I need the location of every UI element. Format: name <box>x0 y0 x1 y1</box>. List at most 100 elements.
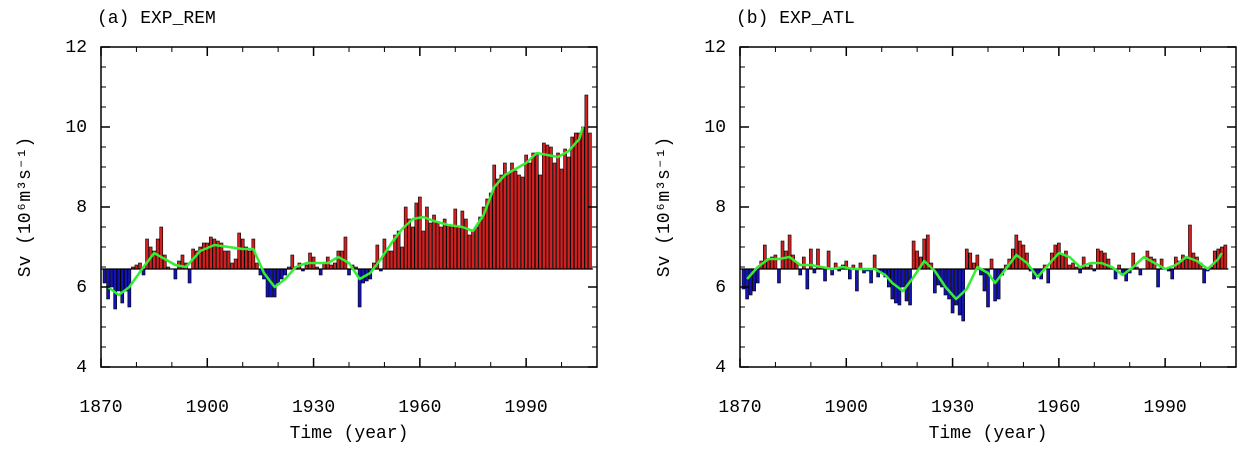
bar <box>964 248 969 270</box>
chart-title: (a) EXP_REM <box>97 9 216 29</box>
x-axis-label: Time (year) <box>929 424 1048 444</box>
bar <box>1170 268 1175 280</box>
bar <box>556 152 560 270</box>
bar <box>780 240 785 270</box>
bar <box>972 262 976 270</box>
bar <box>510 162 514 270</box>
y-tick-label: 4 <box>76 358 87 378</box>
bar <box>826 250 831 270</box>
bar <box>403 206 408 270</box>
bar <box>230 262 234 270</box>
bar <box>517 174 521 270</box>
bar <box>499 174 504 270</box>
x-tick-label: 1930 <box>931 398 974 418</box>
bar <box>755 268 760 284</box>
bar <box>1202 268 1206 284</box>
bar <box>1096 248 1100 270</box>
bar <box>950 268 955 314</box>
bar <box>244 246 249 270</box>
x-tick-label: 1990 <box>505 398 548 418</box>
bar <box>848 268 852 280</box>
bar <box>1138 268 1143 276</box>
bar <box>425 206 429 270</box>
bar <box>255 262 259 270</box>
bar <box>449 224 454 270</box>
bar <box>538 174 543 270</box>
bar <box>446 224 451 270</box>
bar <box>1099 250 1104 270</box>
bar <box>993 268 997 302</box>
bar <box>460 210 465 270</box>
bar <box>805 268 810 290</box>
bar <box>527 162 532 270</box>
y-tick-label: 4 <box>715 358 726 378</box>
bar <box>467 234 472 270</box>
bar <box>159 226 164 270</box>
bar <box>745 268 749 300</box>
bar <box>495 178 500 270</box>
x-tick-label: 1990 <box>1144 398 1187 418</box>
bar <box>1103 252 1107 270</box>
y-axis-label: Sv (10⁶m³s⁻¹) <box>16 137 36 277</box>
bar <box>113 268 117 310</box>
bar <box>478 216 482 270</box>
bar <box>520 176 525 270</box>
plot-frame <box>739 46 1237 368</box>
bar <box>333 262 337 270</box>
bar <box>549 146 553 270</box>
bar <box>120 268 125 304</box>
bar <box>566 156 571 270</box>
bar <box>915 250 919 270</box>
x-tick-label: 1870 <box>79 398 122 418</box>
bar <box>534 152 539 270</box>
bar <box>545 144 550 270</box>
bar <box>947 268 951 300</box>
bar <box>290 254 295 270</box>
bar <box>1046 268 1051 284</box>
bar <box>400 246 404 270</box>
bar <box>1184 258 1189 270</box>
bar <box>336 250 341 270</box>
bar <box>506 172 511 270</box>
bar <box>414 202 419 270</box>
x-tick-label: 1900 <box>825 398 868 418</box>
bar <box>559 168 564 270</box>
bar <box>410 226 415 270</box>
bar <box>1220 246 1224 270</box>
bar <box>343 236 348 270</box>
bar <box>584 94 589 270</box>
bar <box>318 268 323 276</box>
bar <box>457 226 461 270</box>
bar <box>233 258 238 270</box>
bar <box>503 162 507 270</box>
bar <box>240 238 245 270</box>
x-tick-label: 1960 <box>1037 398 1080 418</box>
bar <box>428 222 433 270</box>
bar <box>542 142 546 270</box>
bar <box>869 268 873 284</box>
bar <box>386 250 390 270</box>
bar <box>968 252 973 270</box>
bar <box>1021 244 1026 270</box>
bar <box>773 254 778 270</box>
y-tick-label: 6 <box>715 278 726 298</box>
bar <box>784 250 788 270</box>
bar <box>347 268 351 276</box>
bar <box>801 256 806 270</box>
bar <box>272 268 277 298</box>
bar <box>787 234 792 270</box>
bar <box>308 252 312 270</box>
y-tick-label: 10 <box>704 118 726 138</box>
bar <box>212 238 217 270</box>
bar <box>1156 268 1160 288</box>
bar <box>524 154 528 270</box>
bar <box>439 226 443 270</box>
bar <box>407 218 412 270</box>
bar <box>798 268 803 276</box>
bar <box>435 222 440 270</box>
bar <box>872 254 877 270</box>
smooth-line <box>746 251 1223 301</box>
smooth-line <box>107 126 585 297</box>
bar <box>488 192 493 270</box>
